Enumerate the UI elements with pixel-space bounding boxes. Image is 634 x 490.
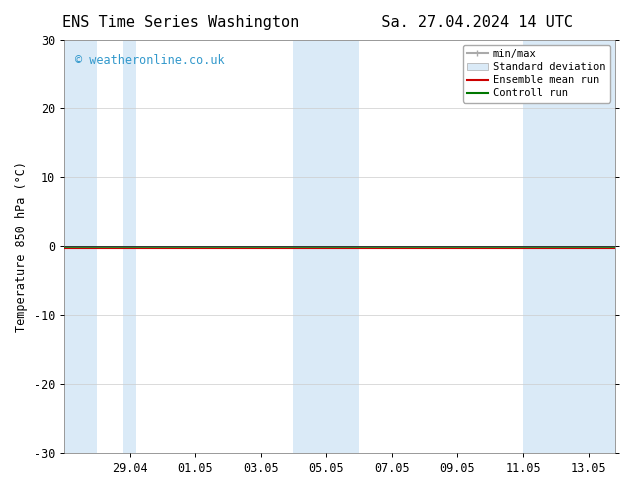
Text: ENS Time Series Washington         Sa. 27.04.2024 14 UTC: ENS Time Series Washington Sa. 27.04.202… bbox=[61, 15, 573, 30]
Bar bbox=[64, 40, 97, 453]
Y-axis label: Temperature 850 hPa (°C): Temperature 850 hPa (°C) bbox=[15, 161, 28, 332]
Bar bbox=[523, 40, 615, 453]
Bar bbox=[294, 40, 359, 453]
Legend: min/max, Standard deviation, Ensemble mean run, Controll run: min/max, Standard deviation, Ensemble me… bbox=[463, 45, 610, 102]
Text: © weatheronline.co.uk: © weatheronline.co.uk bbox=[75, 54, 224, 67]
Bar bbox=[123, 40, 136, 453]
